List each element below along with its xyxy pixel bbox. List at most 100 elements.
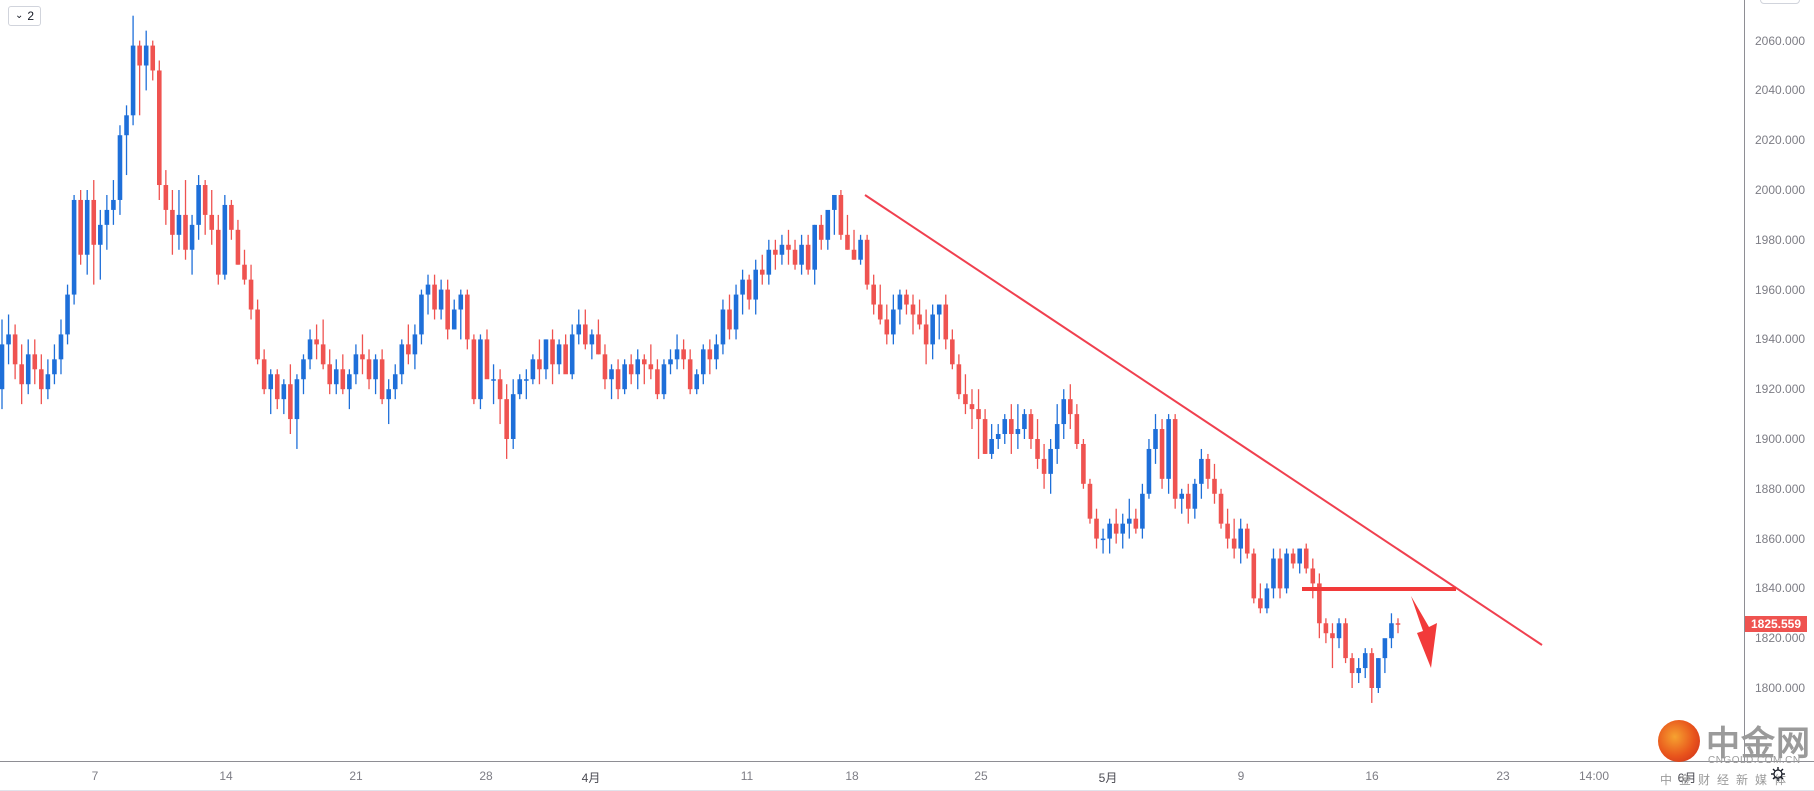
candle [1153,414,1158,464]
candle [425,274,431,315]
candle [1054,404,1060,464]
descending-trendline[interactable] [864,194,1543,646]
price-axis-label: 1960.000 [1755,282,1806,297]
price-axis-label: 1940.000 [1755,332,1806,347]
candle [143,30,149,91]
time-axis-label: 23 [1496,769,1510,783]
candle [399,339,405,385]
candle [1369,648,1375,703]
collapse-indicators-button[interactable]: ⌄ 2 [8,6,42,26]
candle [963,374,968,415]
candle [537,339,542,385]
candle [19,344,24,405]
time-axis-label: 11 [740,769,754,783]
candle [530,354,536,385]
down-arrow-icon[interactable] [1411,596,1437,668]
candle [714,334,719,370]
candle [995,424,1001,449]
candle [635,349,641,390]
candle [786,229,791,265]
candle [1087,478,1093,524]
time-axis-label: 21 [349,769,363,783]
candle [969,389,975,430]
candle [589,329,595,360]
candle [432,274,437,320]
candle [386,379,391,425]
candle [982,409,988,454]
candle [818,214,824,250]
candle [989,424,994,459]
candle [255,299,260,365]
candle [956,354,962,400]
candle [347,369,352,410]
time-axis[interactable]: 7 14 21 28 4月 11 18 25 5月 9 16 23 14:00 6月 [0,761,1814,791]
candle [1336,618,1342,649]
time-axis-label: 18 [845,769,859,783]
candle [307,329,313,370]
candle [327,349,332,395]
candle [517,374,523,400]
candle [950,329,955,370]
candle [294,374,300,449]
candle [746,274,752,310]
candle [720,299,726,355]
gear-icon[interactable] [1770,766,1786,782]
candle [478,334,483,410]
candle [504,384,509,459]
candle [674,334,680,370]
candle [71,194,77,305]
candle [1382,638,1388,674]
candle [615,359,621,400]
candle [6,314,11,365]
candle [1061,389,1067,439]
candle [445,279,450,340]
time-axis-label: 25 [974,769,988,783]
candle [1297,548,1302,574]
price-axis[interactable]: 2060.000 2040.000 2020.000 2000.000 1980.000… [1744,0,1814,761]
candle [884,304,890,345]
candle [183,180,188,260]
candle [1081,439,1086,489]
price-axis-label: 1820.000 [1755,631,1806,646]
candle [917,299,922,330]
candle [1068,384,1073,430]
candle [91,180,97,285]
candle [1159,419,1165,489]
candle [0,319,5,410]
candle [84,190,90,275]
candle [32,339,38,385]
candle [1113,508,1119,544]
candle [1035,419,1040,469]
candle [1389,613,1394,649]
candle [320,319,326,370]
candle [1395,618,1401,634]
candle [248,264,254,320]
candle [419,289,424,345]
candle [681,339,686,370]
candle [1199,448,1204,499]
candle [1349,653,1355,688]
candle [222,194,228,280]
chevron-down-icon: ⌄ [15,10,24,21]
candle [373,354,378,395]
price-axis-top-button[interactable] [1760,0,1800,4]
candle [668,349,673,375]
chart-plot-area[interactable]: ⌄ 2 [0,0,1744,761]
price-axis-label: 1840.000 [1755,581,1806,596]
candle [851,229,857,260]
price-axis-label: 1920.000 [1755,382,1806,397]
candle [1205,453,1211,489]
candle [242,249,247,285]
time-axis-label: 5月 [1098,771,1118,785]
candle [25,339,31,395]
candle [1317,573,1322,639]
candle [1290,548,1296,569]
candle [58,319,64,375]
candle [910,294,916,335]
candle [39,354,44,405]
price-axis-label: 2040.000 [1755,83,1806,98]
candle [1244,523,1250,559]
candle [648,344,654,380]
candle [12,324,18,380]
time-axis-label: 28 [479,769,493,783]
